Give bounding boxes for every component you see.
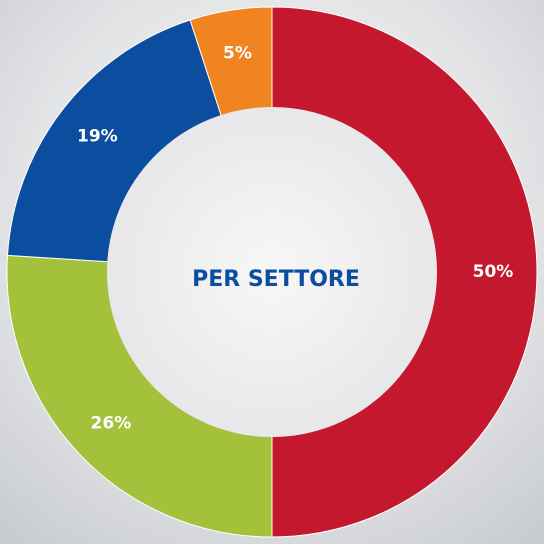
data-label: 5% (223, 44, 252, 64)
page: PER SETTORE 50%26%19%5% (() => { const d… (0, 0, 544, 544)
data-label: 26% (91, 413, 132, 433)
data-label: 50% (473, 262, 514, 282)
chart: PER SETTORE 50% 26% 19% 5% (0, 0, 544, 544)
data-label: 19% (77, 127, 118, 147)
chart-title: PER SETTORE (192, 267, 360, 292)
